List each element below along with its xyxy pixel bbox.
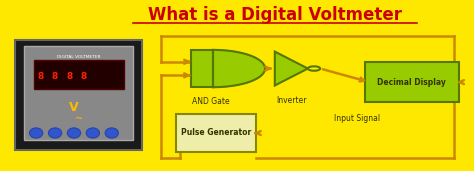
Ellipse shape bbox=[86, 128, 100, 138]
Ellipse shape bbox=[67, 128, 81, 138]
Text: Decimal Display: Decimal Display bbox=[377, 78, 447, 87]
FancyBboxPatch shape bbox=[191, 50, 213, 87]
Text: 8: 8 bbox=[66, 72, 73, 81]
Text: 8: 8 bbox=[38, 72, 44, 81]
Ellipse shape bbox=[29, 128, 43, 138]
Ellipse shape bbox=[48, 128, 62, 138]
Text: Pulse Generator: Pulse Generator bbox=[181, 128, 251, 137]
Text: AND Gate: AND Gate bbox=[192, 97, 230, 106]
FancyBboxPatch shape bbox=[24, 47, 133, 140]
Text: 8: 8 bbox=[52, 72, 58, 81]
Text: Input Signal: Input Signal bbox=[335, 114, 381, 123]
FancyBboxPatch shape bbox=[15, 40, 143, 150]
FancyBboxPatch shape bbox=[34, 60, 124, 89]
Text: V: V bbox=[69, 101, 79, 114]
Circle shape bbox=[308, 66, 320, 71]
Ellipse shape bbox=[105, 128, 118, 138]
Polygon shape bbox=[275, 52, 308, 86]
Text: Inverter: Inverter bbox=[276, 96, 307, 105]
Text: 8: 8 bbox=[80, 72, 87, 81]
Text: DIGITAL VOLTMETER: DIGITAL VOLTMETER bbox=[57, 55, 100, 59]
Text: ~: ~ bbox=[74, 114, 83, 124]
FancyBboxPatch shape bbox=[175, 114, 256, 152]
Polygon shape bbox=[213, 50, 265, 87]
FancyBboxPatch shape bbox=[365, 62, 459, 102]
Text: What is a Digital Voltmeter: What is a Digital Voltmeter bbox=[148, 6, 402, 24]
